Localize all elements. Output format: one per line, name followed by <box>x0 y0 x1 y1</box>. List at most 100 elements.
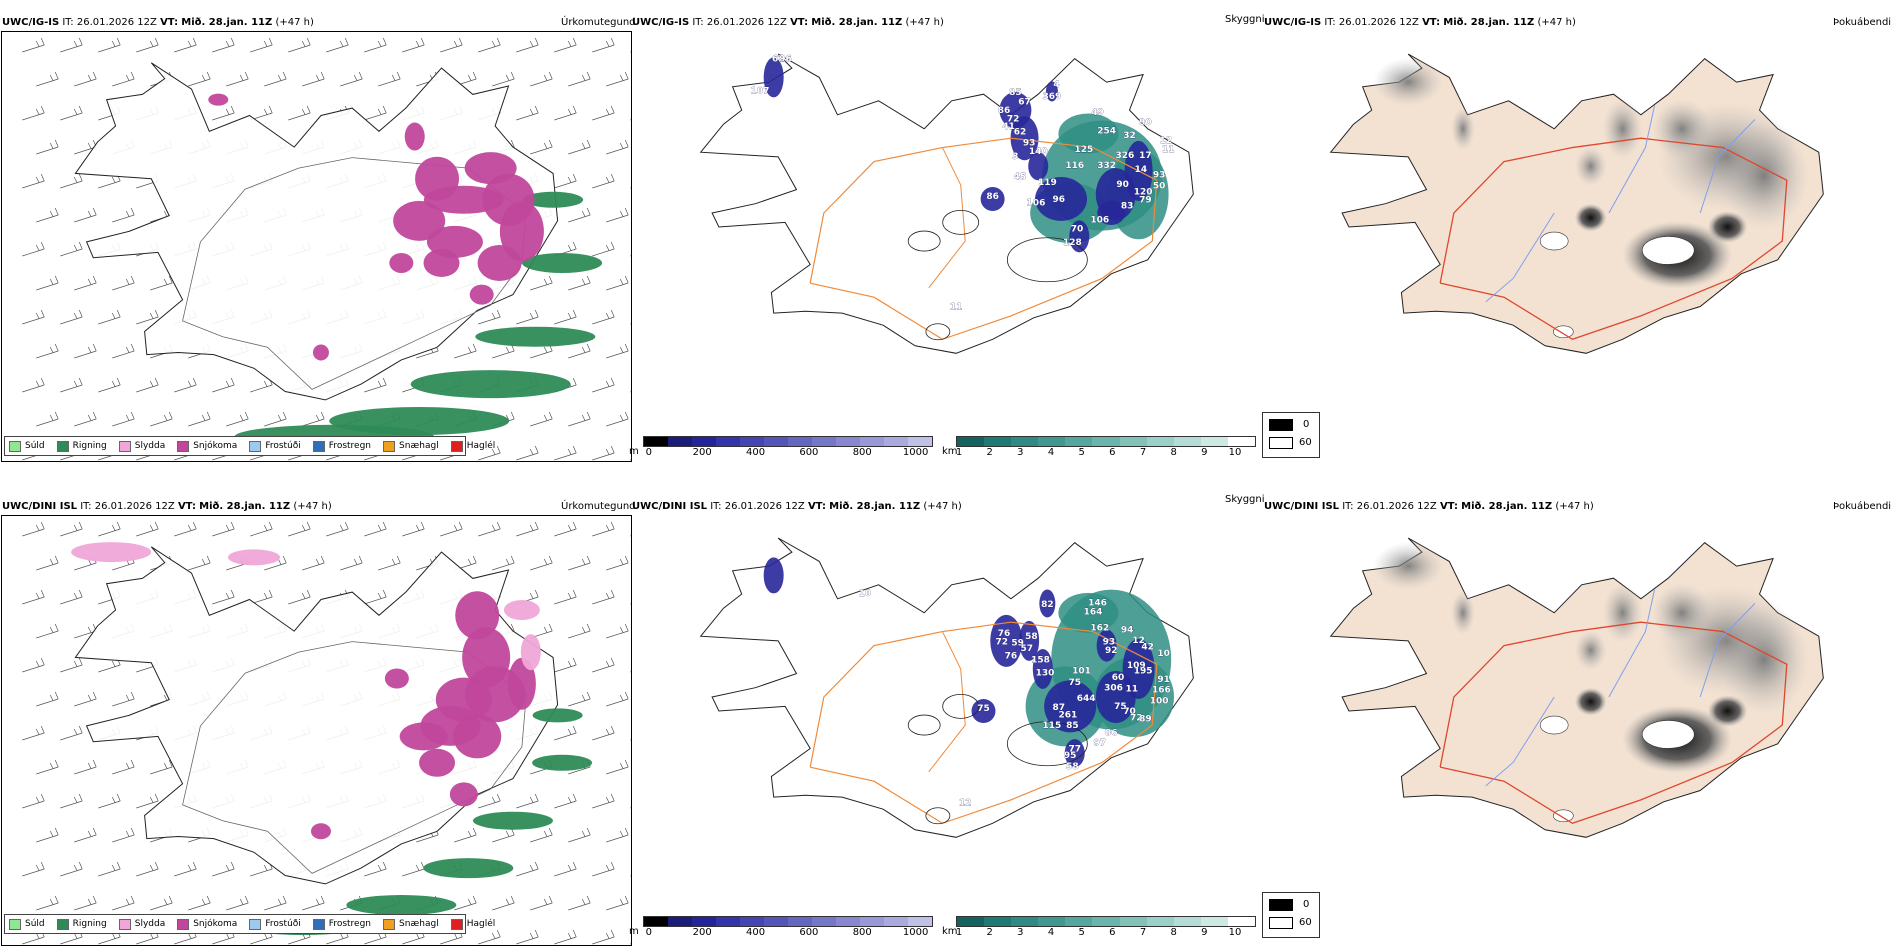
wind-barb <box>568 895 591 911</box>
colorbar-tick: 8 <box>1170 927 1177 938</box>
colorbar-tick: 10 <box>1228 927 1242 938</box>
fog-index-high <box>1707 211 1748 244</box>
legend-swatch <box>177 440 190 452</box>
wind-barb <box>36 895 59 911</box>
vt-label: VT: <box>1422 17 1441 28</box>
low-cloud-area <box>1122 638 1155 699</box>
wind-barb <box>136 37 159 53</box>
cloud-base-label: 76 <box>998 629 1011 639</box>
wind-barb <box>592 377 615 393</box>
wind-barb <box>340 555 363 571</box>
wind-barb <box>554 793 577 809</box>
wind-barb <box>36 691 59 707</box>
fog-scale-2: 0 60 <box>1262 892 1320 938</box>
wind-barb <box>554 105 577 121</box>
wind-barb <box>112 895 135 911</box>
cloud-base-label: 96 <box>779 55 792 65</box>
visibility-map-1: 6296107485678672624193140336911612511945… <box>699 53 1194 354</box>
legend-label: Haglél <box>466 919 496 929</box>
wind-barb <box>568 411 591 427</box>
colorbar-cell <box>1092 437 1120 446</box>
colorbar-tick: 1 <box>955 927 963 938</box>
cloud-base-label: 12 <box>1160 136 1173 146</box>
cloud-base-label: 17 <box>1139 151 1152 161</box>
row1-header-precip: UWC/IG-IS IT: 26.01.2026 12Z VT: Mið. 28… <box>2 17 314 29</box>
wind-barb <box>326 37 349 53</box>
wind-barb <box>454 895 477 911</box>
colorbar-tick: 0 <box>645 927 652 938</box>
colorbar-tick: 400 <box>745 447 766 458</box>
river <box>1699 119 1756 214</box>
wind-barb <box>554 657 577 673</box>
colorbar-cell <box>764 437 788 446</box>
cloud-base-label: 12 <box>1132 636 1145 646</box>
snow-area <box>507 657 536 710</box>
colorbar-tick: 0 <box>645 447 652 458</box>
wind-barb <box>516 105 539 121</box>
it-label: IT: <box>80 501 92 512</box>
colorbar-cell <box>1200 437 1228 446</box>
legend-item: Snæhagl <box>383 918 439 930</box>
wind-barb <box>402 521 425 537</box>
wind-barb <box>530 827 553 843</box>
wind-barb <box>554 725 577 741</box>
rain-area <box>346 895 457 915</box>
legend-label: Snæhagl <box>399 441 439 451</box>
cloud-base-label: 85 <box>1066 721 1079 731</box>
cloud-base-label: 644 <box>1077 694 1096 704</box>
wind-barb <box>174 37 197 53</box>
wind-barb <box>60 241 83 257</box>
wind-barb <box>364 521 387 537</box>
legend-swatch <box>9 918 21 930</box>
wind-barb <box>22 521 45 537</box>
colorbar-tick: 6 <box>1109 447 1116 458</box>
colorbar-tick: 1000 <box>902 927 929 938</box>
legend-swatch <box>9 440 21 452</box>
legend-label: Frostúði <box>265 441 301 451</box>
wind-barb <box>226 411 249 427</box>
cloud-base-label: 62 <box>772 55 785 65</box>
legend-label: Frostúði <box>265 919 301 929</box>
cloud-base-label: 140 <box>1029 147 1048 157</box>
cloud-base-label: 70 <box>1123 707 1136 717</box>
colorbar-tick: 8 <box>1170 447 1177 458</box>
wind-barb <box>250 37 273 53</box>
legend-swatch <box>312 918 325 930</box>
glacier-outline <box>942 209 980 235</box>
wind-barb <box>250 377 273 393</box>
fog-index-area <box>1373 58 1444 107</box>
colorbar-tick: 2 <box>986 927 993 938</box>
wind-barb <box>60 725 83 741</box>
wind-barb <box>592 929 615 945</box>
colorbar-cell <box>812 437 836 446</box>
wind-barb <box>112 343 135 359</box>
colorbar-cell <box>1119 437 1147 446</box>
cloud-base-label: 107 <box>751 86 770 96</box>
glacier-area <box>1553 809 1574 823</box>
wind-barb <box>136 377 159 393</box>
cloud-base-label: 91 <box>1157 675 1170 685</box>
low-cloud-area <box>1039 589 1056 618</box>
fog-map-1 <box>1329 53 1824 354</box>
row2-header-fog: UWC/DINI ISL IT: 26.01.2026 12Z VT: Mið.… <box>1264 501 1594 513</box>
colorbar-tick: 800 <box>852 927 872 938</box>
wind-barb <box>592 657 615 673</box>
model-name: UWC/IG-IS <box>1264 17 1322 28</box>
rain-area <box>523 191 584 208</box>
colorbar-cell <box>740 917 764 926</box>
low-cloud-area <box>1044 680 1097 733</box>
precip-legend-1: Súld Rigning Slydda Snjókoma Frostúði Frostre… <box>4 436 495 456</box>
low-cloud-area <box>1097 201 1126 226</box>
wind-barb <box>174 377 197 393</box>
colorbar-tick: 4 <box>1047 447 1055 458</box>
wind-barb <box>74 343 97 359</box>
colorbar-cell <box>1011 917 1039 926</box>
legend-item: Frostregn <box>312 440 371 452</box>
precip-map-2 <box>22 521 631 945</box>
model-name: UWC/DINI ISL <box>2 501 78 512</box>
legend-item: Slydda <box>118 918 165 930</box>
colorbar-cell <box>908 437 932 446</box>
wind-barb <box>592 241 615 257</box>
row1-header-fog: UWC/IG-IS IT: 26.01.2026 12Z VT: Mið. 28… <box>1264 17 1576 29</box>
wind-barb <box>554 521 577 537</box>
